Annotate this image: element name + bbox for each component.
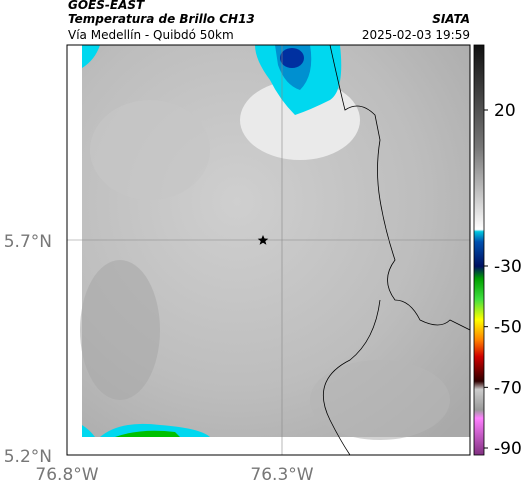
source: GOES-EAST [68,0,145,12]
lat-label: 5.7°N [4,232,52,252]
subtitle: Vía Medellín - Quibdó 50km [68,28,234,42]
lon-label: 76.3°W [250,465,313,485]
map-frame [66,44,471,456]
colorbar-label: -90 [494,439,522,459]
colorbar-ticks: 20 -30 -50 -70 -90 [484,101,522,459]
colorbar-label: -50 [494,318,522,338]
colorbar-label: 20 [494,101,516,121]
lat-label: 5.2°N [4,447,52,467]
colorbar [473,44,485,456]
title: Temperatura de Brillo CH13 [68,12,255,26]
lon-label: 76.8°W [35,465,98,485]
agency: SIATA [432,12,470,26]
colorbar-label: -70 [494,378,522,398]
satellite-image [67,45,470,455]
colorbar-label: -30 [494,257,522,277]
datetime: 2025-02-03 19:59 [362,28,470,42]
